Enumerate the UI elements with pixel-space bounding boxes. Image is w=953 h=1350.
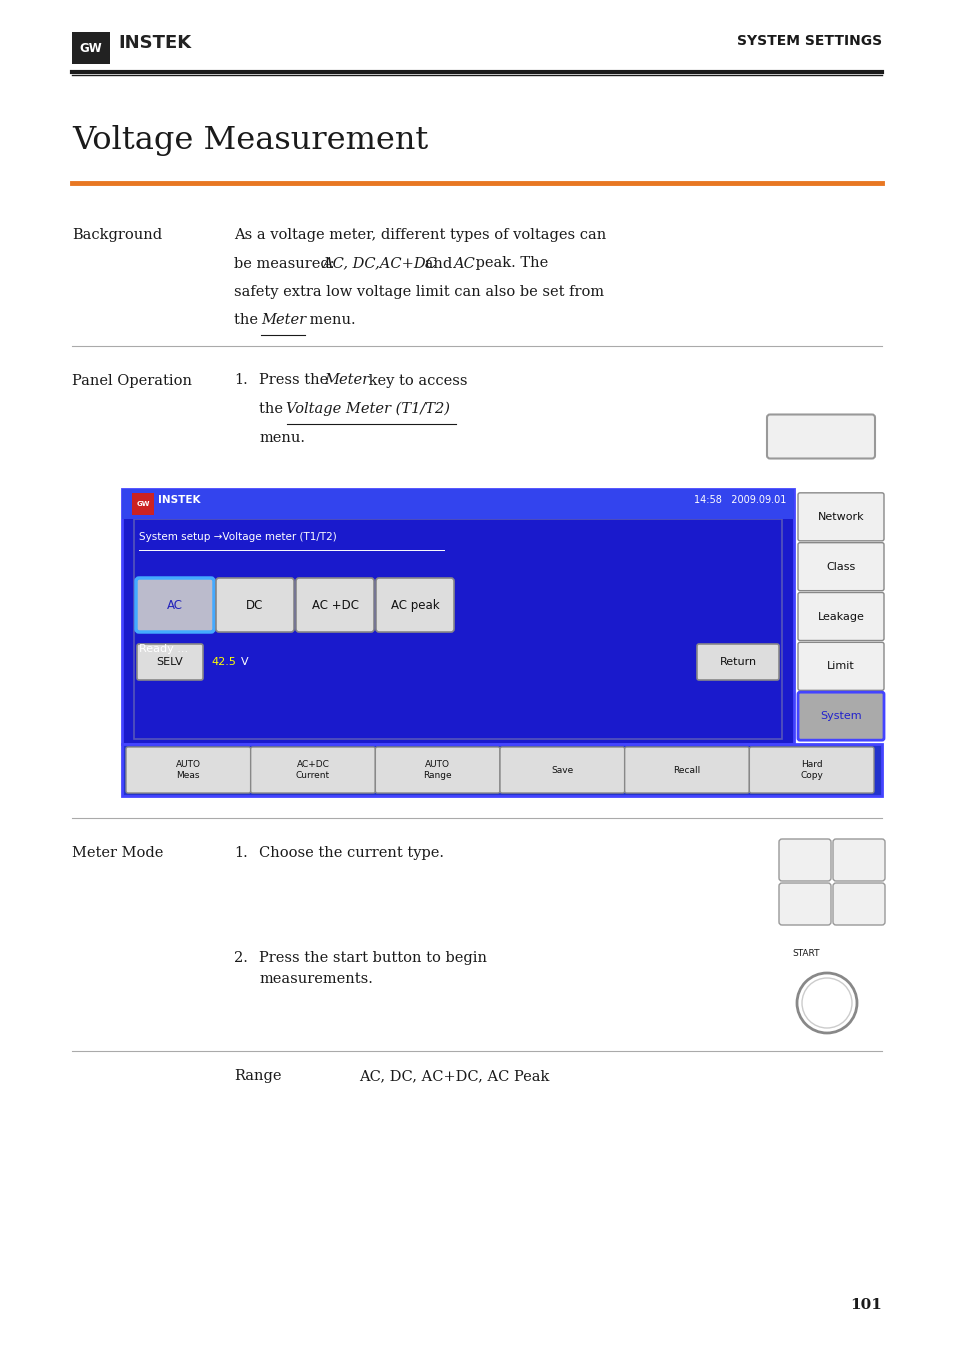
Text: key to access: key to access [364, 374, 468, 387]
FancyBboxPatch shape [499, 747, 624, 792]
Text: Hard
Copy: Hard Copy [800, 760, 822, 780]
Circle shape [796, 973, 856, 1033]
Text: 1.: 1. [233, 374, 248, 387]
Text: System: System [820, 711, 861, 721]
Text: Recall: Recall [673, 765, 700, 775]
Text: safety extra low voltage limit can also be set from: safety extra low voltage limit can also … [233, 285, 603, 298]
Text: 101: 101 [849, 1297, 882, 1312]
Bar [122, 744, 882, 796]
FancyBboxPatch shape [779, 883, 830, 925]
Text: Meter: Meter [324, 374, 369, 387]
Bar [71, 32, 110, 63]
Text: System setup →Voltage meter (T1/T2): System setup →Voltage meter (T1/T2) [139, 532, 336, 541]
Text: AC: AC [453, 256, 475, 270]
Text: Limit: Limit [826, 662, 854, 671]
Text: be measured:: be measured: [233, 256, 339, 270]
FancyBboxPatch shape [375, 747, 499, 792]
Text: START: START [791, 949, 819, 958]
Text: Class: Class [825, 562, 855, 571]
FancyBboxPatch shape [215, 578, 294, 632]
Text: Meter Mode: Meter Mode [71, 846, 163, 860]
FancyBboxPatch shape [797, 493, 883, 541]
Text: SYSTEM SETTINGS: SYSTEM SETTINGS [736, 34, 882, 49]
Bar [122, 489, 793, 518]
Text: AUTO
Meas: AUTO Meas [175, 760, 201, 780]
FancyBboxPatch shape [779, 838, 830, 882]
Text: 2.: 2. [233, 950, 248, 965]
FancyBboxPatch shape [375, 578, 454, 632]
FancyBboxPatch shape [126, 747, 251, 792]
FancyBboxPatch shape [137, 644, 203, 680]
Text: 42.5: 42.5 [211, 657, 235, 667]
Text: Network: Network [817, 512, 863, 522]
Text: AC+DC
Current: AC+DC Current [295, 760, 330, 780]
Text: Voltage Meter (T1/T2): Voltage Meter (T1/T2) [286, 402, 450, 416]
Text: menu.: menu. [305, 313, 355, 328]
Text: the: the [258, 402, 287, 416]
Text: AC, DC, AC+DC, AC Peak: AC, DC, AC+DC, AC Peak [358, 1069, 549, 1083]
FancyBboxPatch shape [832, 838, 884, 882]
Text: peak. The: peak. The [471, 256, 548, 270]
Text: SELV: SELV [156, 657, 183, 667]
Text: AC peak: AC peak [391, 598, 438, 612]
FancyBboxPatch shape [766, 414, 874, 459]
Text: and: and [419, 256, 456, 270]
Text: Panel Operation: Panel Operation [71, 374, 192, 387]
Text: GW: GW [79, 42, 102, 54]
Text: Save: Save [551, 765, 573, 775]
Text: Ready ...: Ready ... [139, 644, 188, 653]
Text: AC, DC,AC+DC: AC, DC,AC+DC [322, 256, 436, 270]
Text: 14:58   2009.09.01: 14:58 2009.09.01 [693, 495, 785, 505]
Text: DC: DC [246, 598, 263, 612]
Text: Press the: Press the [258, 374, 333, 387]
Text: the: the [233, 313, 262, 328]
FancyBboxPatch shape [251, 747, 375, 792]
Text: V: V [241, 657, 249, 667]
Text: 1.: 1. [233, 846, 248, 860]
FancyBboxPatch shape [797, 543, 883, 591]
FancyBboxPatch shape [797, 693, 883, 740]
FancyBboxPatch shape [797, 643, 883, 690]
FancyBboxPatch shape [624, 747, 748, 792]
Bar [133, 518, 781, 738]
FancyBboxPatch shape [832, 883, 884, 925]
Text: Choose the current type.: Choose the current type. [258, 846, 443, 860]
Text: Range: Range [233, 1069, 281, 1083]
Text: Voltage Measurement: Voltage Measurement [71, 126, 428, 157]
Text: Leakage: Leakage [817, 612, 863, 621]
Circle shape [801, 977, 851, 1027]
FancyBboxPatch shape [697, 644, 779, 680]
FancyBboxPatch shape [136, 578, 213, 632]
Text: INSTEK: INSTEK [158, 495, 200, 505]
Text: AC +DC: AC +DC [312, 598, 358, 612]
FancyBboxPatch shape [797, 593, 883, 640]
Text: AC: AC [167, 598, 183, 612]
Text: Background: Background [71, 228, 162, 242]
Text: As a voltage meter, different types of voltages can: As a voltage meter, different types of v… [233, 228, 605, 242]
Bar [132, 493, 153, 514]
Text: menu.: menu. [258, 431, 305, 444]
Text: Return: Return [719, 657, 756, 667]
Text: AUTO
Range: AUTO Range [423, 760, 452, 780]
Text: GW: GW [136, 501, 150, 508]
Bar [122, 489, 793, 744]
Text: INSTEK: INSTEK [118, 34, 191, 53]
FancyBboxPatch shape [295, 578, 374, 632]
Text: Press the start button to begin
measurements.: Press the start button to begin measurem… [258, 950, 486, 986]
Text: Meter: Meter [261, 313, 306, 328]
FancyBboxPatch shape [748, 747, 873, 792]
